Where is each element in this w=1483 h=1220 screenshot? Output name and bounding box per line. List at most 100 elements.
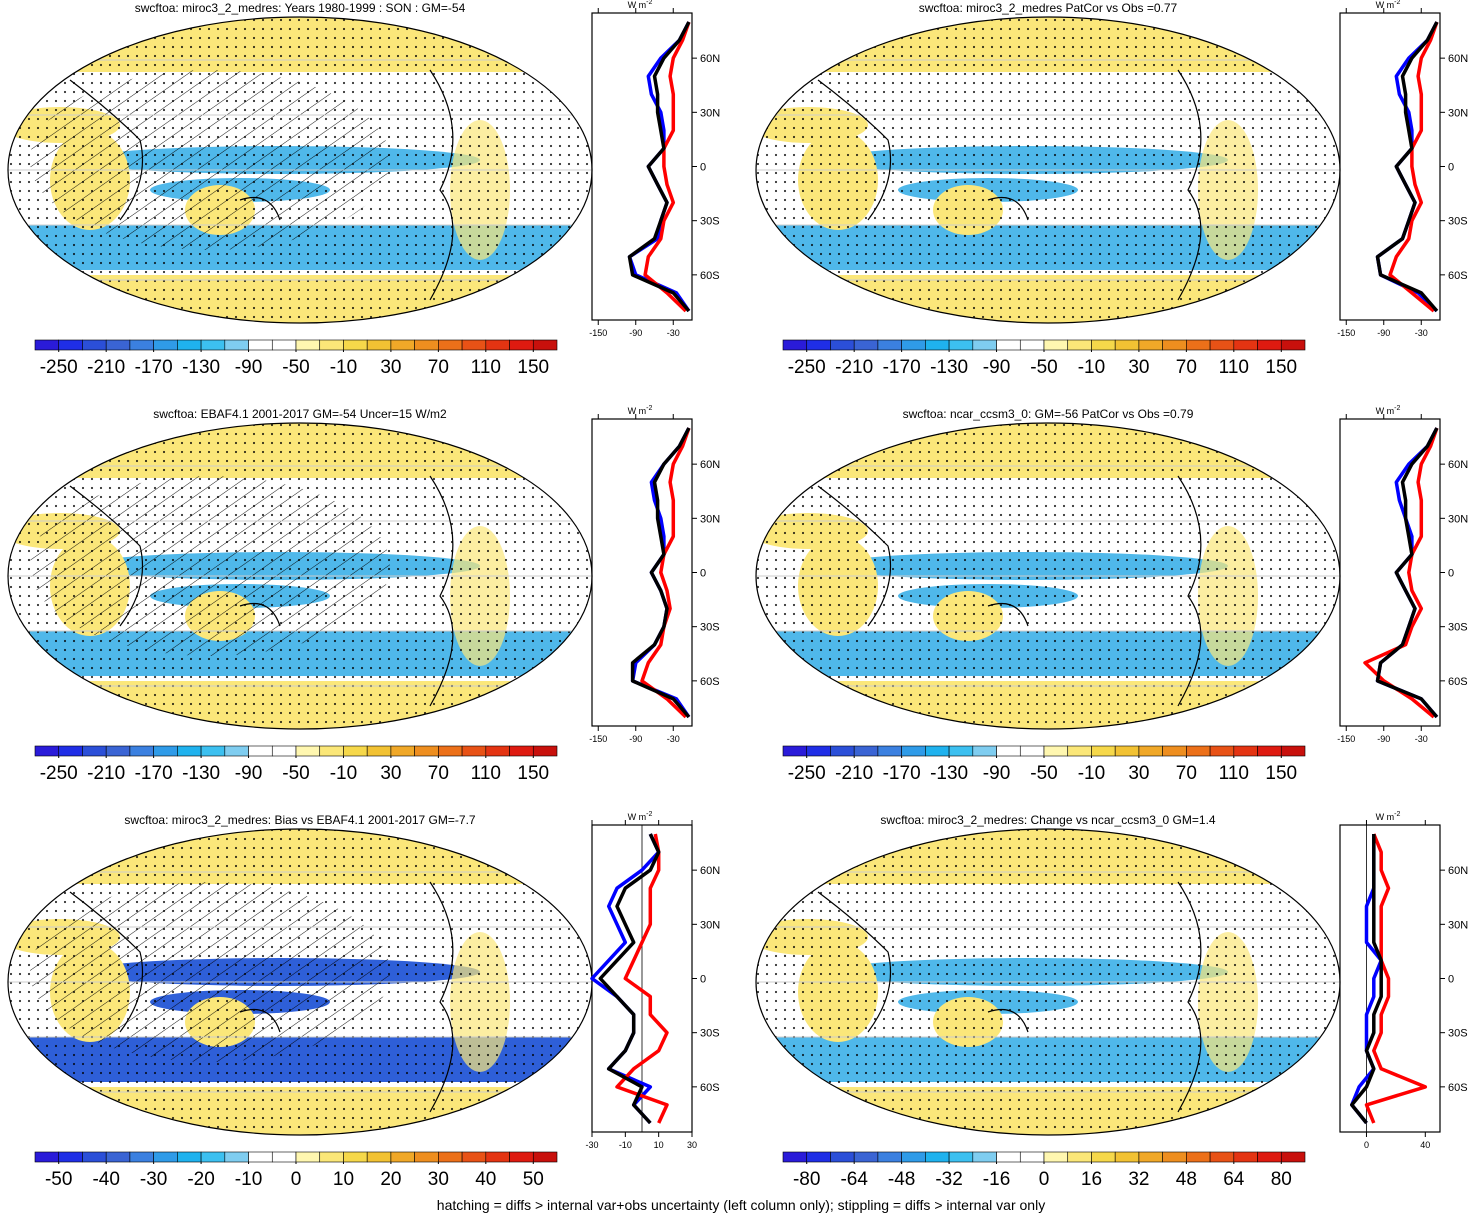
unit-text: W m [1376,0,1395,10]
colorbar-label: 30 [1128,357,1149,378]
colorbar-box [1043,1151,1069,1163]
colorbar-label: -250 [40,763,78,784]
colorbar-box [1138,339,1163,351]
colorbar-label: -10 [330,357,357,378]
colorbar-box [1019,745,1045,757]
colorbar-label: -48 [888,1169,915,1190]
coastline [817,881,1202,1113]
colorbar-label: -40 [92,1169,119,1190]
colorbar-box [319,339,344,351]
colorbar-box [901,745,926,757]
colorbar-label: 70 [428,357,449,378]
coastline [817,69,1202,301]
colorbar-label: 30 [1128,763,1149,784]
y-tick-label: 30S [700,216,720,228]
hatching [30,70,390,250]
colorbar-box [1043,339,1069,351]
hatching [30,882,390,1062]
y-tick-label: 60N [1448,865,1468,877]
colorbar-label: -210 [835,763,873,784]
colorbar-label: -16 [983,1169,1010,1190]
x-tick-label: -30 [1415,734,1428,744]
colorbar-box [1162,745,1187,757]
colorbar-box [390,1151,415,1163]
zonal-line [1375,427,1439,719]
colorbar-label: 70 [1176,357,1197,378]
colorbar-box [153,745,178,757]
map [756,829,1340,1135]
colorbar-box [1091,1151,1116,1163]
colorbar-box [1019,1151,1045,1163]
coastline [69,69,454,301]
colorbar-box [1233,339,1258,351]
colorbar-box [414,339,439,351]
colorbar-box [948,339,974,351]
colorbar-box [248,745,273,757]
x-tick-label: 10 [654,1140,664,1150]
colorbar-box [509,1151,534,1163]
colorbar-box [925,1151,950,1163]
x-tick-label: -30 [585,1140,598,1150]
colorbar-box [343,1151,368,1163]
colorbar-label: 50 [523,1169,544,1190]
y-tick-label: 60S [1448,270,1468,282]
colorbar-label: 150 [517,357,549,378]
colorbar-box [461,339,487,351]
colorbar-box [1280,745,1306,757]
panel-title: swcftoa: miroc3_2_medres: Change vs ncar… [880,813,1215,827]
panel-title: swcftoa: ncar_ccsm3_0: GM=-56 PatCor vs … [903,407,1194,421]
colorbar-label: 48 [1176,1169,1197,1190]
coastline [817,475,1202,707]
colorbar-box [129,339,154,351]
colorbar-box [1043,745,1069,757]
colorbar-box [532,745,558,757]
colorbar-box [438,745,463,757]
colorbar-box [948,1151,974,1163]
zonal-line [615,833,669,1124]
colorbar-label: -210 [87,357,125,378]
colorbar-label: -130 [182,357,220,378]
colorbar-box [782,1151,808,1163]
colorbar-box [34,745,60,757]
colorbar-label: -250 [788,763,826,784]
colorbar-box [224,339,249,351]
y-tick-label: 30N [1448,513,1468,525]
y-tick-label: 30S [1448,1028,1468,1040]
colorbar-box [200,745,226,757]
panel-title: swcftoa: miroc3_2_medres: Years 1980-199… [135,1,466,15]
unit-label: W m-2 [1376,811,1401,822]
colorbar-box [153,1151,178,1163]
colorbar-label: 110 [1219,763,1249,784]
colorbar-box [972,339,997,351]
colorbar-label: 10 [333,1169,354,1190]
y-tick-label: 60N [700,53,720,65]
colorbar-label: -10 [1078,357,1105,378]
colorbar-box [248,339,273,351]
colorbar-box [830,339,855,351]
colorbar-box [366,1151,392,1163]
zonal-frame [591,12,693,321]
colorbar-box [509,339,534,351]
colorbar-box [58,339,83,351]
y-tick-label: 30N [700,513,720,525]
colorbar-box [224,745,249,757]
colorbar-box [319,745,344,757]
colorbar-box [830,745,855,757]
colorbar-box [1114,339,1140,351]
colorbar-box [248,1151,273,1163]
x-tick-label: -150 [1337,328,1355,338]
colorbar-box [782,339,808,351]
colorbar-label: -50 [45,1169,72,1190]
colorbar-box [806,1151,831,1163]
colorbar-box [153,339,178,351]
colorbar-label: -250 [788,357,826,378]
colorbar-box [366,745,392,757]
colorbar-box [366,339,392,351]
colorbar-box [105,1151,131,1163]
colorbar-box [1019,339,1045,351]
unit-exponent: -2 [646,405,652,412]
zonal-line [630,427,691,719]
map [8,423,592,729]
colorbar-box [1233,745,1258,757]
colorbar-label: -50 [1030,357,1057,378]
